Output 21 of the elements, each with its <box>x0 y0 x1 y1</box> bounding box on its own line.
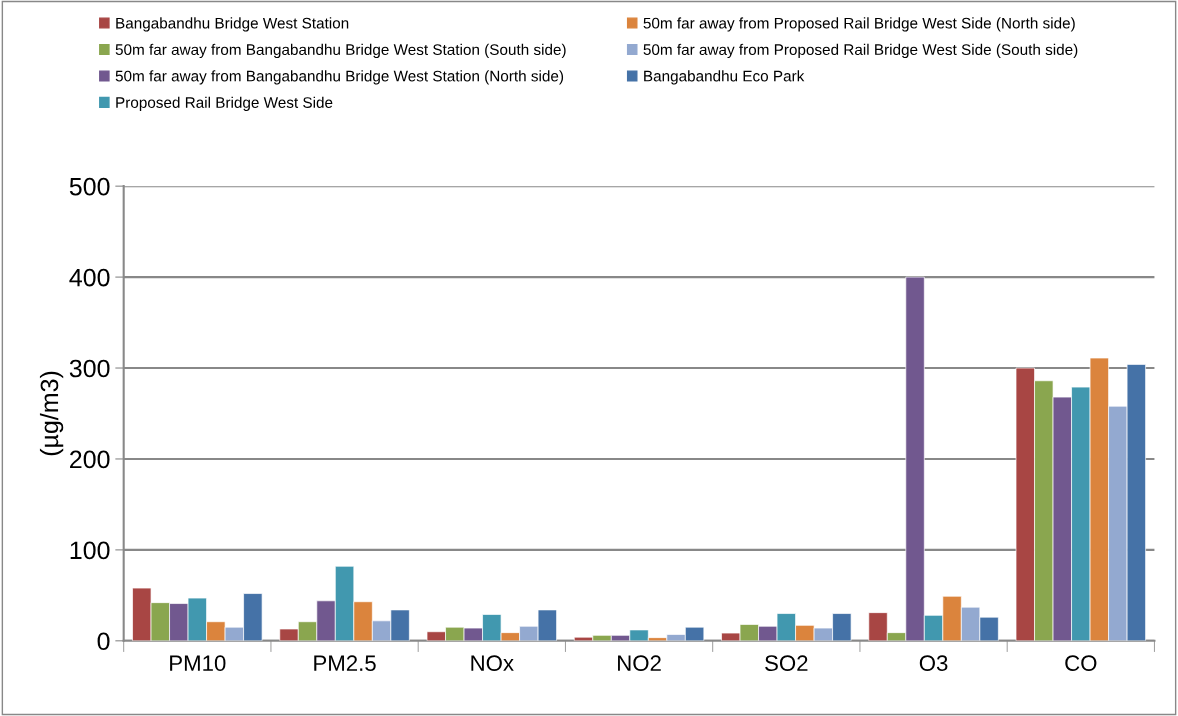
legend-label: 50m far away from Proposed Rail Bridge West Side (North side) <box>643 17 1075 32</box>
x-tick-label: CO <box>1065 655 1097 672</box>
y-tick-label: 100 <box>70 541 110 560</box>
legend-label: Bangabandhu Eco Park <box>644 70 805 85</box>
legend-label: 50m far away from Bangabandhu Bridge West Station (South side) <box>115 43 566 59</box>
legend-label: 50m far away from Proposed Rail Bridge West Side (South side) <box>643 43 1078 59</box>
legend-label: 50m far away from Bangabandhu Bridge West Station (North side) <box>115 70 564 85</box>
x-tick-label: NOx <box>471 655 514 672</box>
x-tick-label: SO2 <box>765 655 808 672</box>
legend-label: Proposed Rail Bridge West Side <box>116 96 333 111</box>
y-tick-label: 200 <box>70 450 110 469</box>
y-axis-title: (µg/m3) <box>39 371 64 456</box>
y-tick-label: 500 <box>69 177 110 196</box>
x-tick-label: PM10 <box>170 655 226 672</box>
x-tick-label: PM2.5 <box>314 655 376 672</box>
y-tick-label: 400 <box>69 268 110 287</box>
x-tick-label: NO2 <box>618 655 661 672</box>
x-tick-label: O3 <box>919 655 948 672</box>
legend-label: Bangabandhu Bridge West Station <box>116 17 349 32</box>
y-tick-label: 0 <box>97 632 110 651</box>
y-tick-label: 300 <box>69 359 110 378</box>
